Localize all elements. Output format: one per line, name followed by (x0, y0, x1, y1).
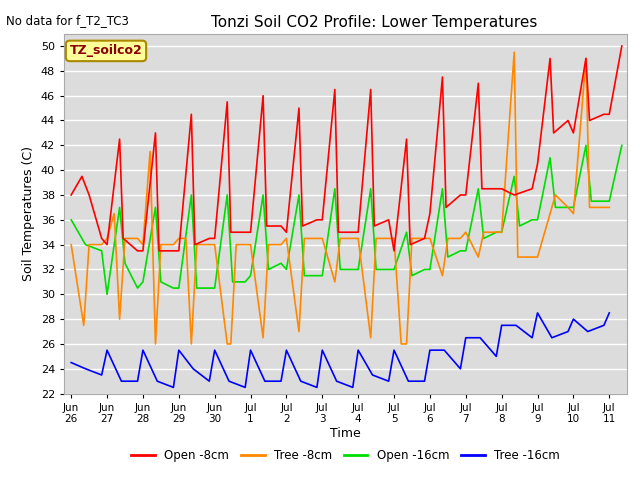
Tree -16cm (528, 335, 536, 341)
Text: TZ_soilco2: TZ_soilco2 (70, 44, 142, 58)
Line: Open -16cm: Open -16cm (71, 145, 622, 294)
Tree -8cm (152, 341, 159, 347)
Tree -8cm (188, 341, 195, 347)
Open -16cm (408, 273, 416, 278)
Tree -8cm (534, 254, 541, 260)
Tree -16cm (420, 378, 428, 384)
Open -16cm (552, 204, 559, 210)
Tree -16cm (205, 378, 213, 384)
Legend: Open -8cm, Tree -8cm, Open -16cm, Tree -16cm: Open -8cm, Tree -8cm, Open -16cm, Tree -… (127, 444, 564, 467)
Open -16cm (582, 143, 590, 148)
Tree -16cm (134, 378, 141, 384)
Open -16cm (618, 143, 626, 148)
Tree -16cm (600, 323, 608, 328)
Tree -16cm (211, 347, 218, 353)
Tree -16cm (283, 347, 291, 353)
Tree -16cm (82, 366, 90, 372)
Tree -16cm (67, 360, 75, 365)
Tree -16cm (492, 353, 500, 359)
Tree -16cm (426, 347, 434, 353)
Tree -16cm (385, 378, 392, 384)
Tree -8cm (223, 341, 231, 347)
Tree -8cm (337, 236, 344, 241)
Tree -16cm (440, 347, 448, 353)
Open -8cm (134, 248, 141, 254)
Open -8cm (403, 136, 410, 142)
Tree -16cm (139, 347, 147, 353)
Tree -16cm (261, 378, 269, 384)
Tree -16cm (333, 378, 340, 384)
Tree -8cm (586, 204, 593, 210)
Open -16cm (372, 266, 380, 272)
Tree -8cm (67, 242, 75, 248)
Tree -16cm (404, 378, 412, 384)
Tree -16cm (534, 310, 541, 316)
Tree -16cm (170, 384, 177, 390)
Tree -16cm (225, 378, 233, 384)
Tree -16cm (349, 384, 356, 390)
Tree -16cm (241, 384, 249, 390)
Tree -16cm (313, 384, 321, 390)
Y-axis label: Soil Temperatures (C): Soil Temperatures (C) (22, 146, 35, 281)
Tree -16cm (476, 335, 484, 341)
Tree -16cm (277, 378, 285, 384)
Title: Tonzi Soil CO2 Profile: Lower Temperatures: Tonzi Soil CO2 Profile: Lower Temperatur… (211, 15, 537, 30)
X-axis label: Time: Time (330, 427, 361, 440)
Tree -16cm (605, 310, 613, 316)
Tree -16cm (319, 347, 326, 353)
Tree -16cm (512, 323, 520, 328)
Open -8cm (550, 130, 557, 136)
Tree -16cm (103, 347, 111, 353)
Open -16cm (67, 217, 75, 223)
Tree -16cm (498, 323, 506, 328)
Tree -16cm (564, 329, 572, 335)
Tree -16cm (390, 347, 398, 353)
Tree -16cm (175, 347, 182, 353)
Tree -16cm (189, 366, 197, 372)
Open -16cm (277, 260, 285, 266)
Open -16cm (103, 291, 111, 297)
Tree -16cm (154, 378, 161, 384)
Tree -16cm (548, 335, 556, 341)
Tree -16cm (118, 378, 125, 384)
Tree -16cm (355, 347, 362, 353)
Tree -16cm (246, 347, 254, 353)
Tree -16cm (369, 372, 376, 378)
Open -8cm (67, 192, 75, 198)
Tree -8cm (510, 49, 518, 55)
Open -8cm (188, 111, 195, 117)
Open -8cm (367, 86, 374, 92)
Open -16cm (211, 285, 218, 291)
Tree -16cm (98, 372, 106, 378)
Tree -16cm (456, 366, 464, 372)
Open -8cm (263, 223, 271, 229)
Tree -16cm (570, 316, 577, 322)
Text: No data for f_T2_TC3: No data for f_T2_TC3 (6, 14, 129, 27)
Tree -16cm (297, 378, 305, 384)
Line: Tree -8cm: Tree -8cm (71, 52, 609, 344)
Tree -8cm (605, 204, 613, 210)
Line: Open -8cm: Open -8cm (71, 46, 622, 251)
Open -16cm (193, 285, 200, 291)
Open -8cm (618, 43, 626, 49)
Tree -16cm (584, 329, 591, 335)
Open -8cm (205, 236, 213, 241)
Line: Tree -16cm: Tree -16cm (71, 313, 609, 387)
Tree -8cm (283, 236, 291, 241)
Tree -16cm (462, 335, 470, 341)
